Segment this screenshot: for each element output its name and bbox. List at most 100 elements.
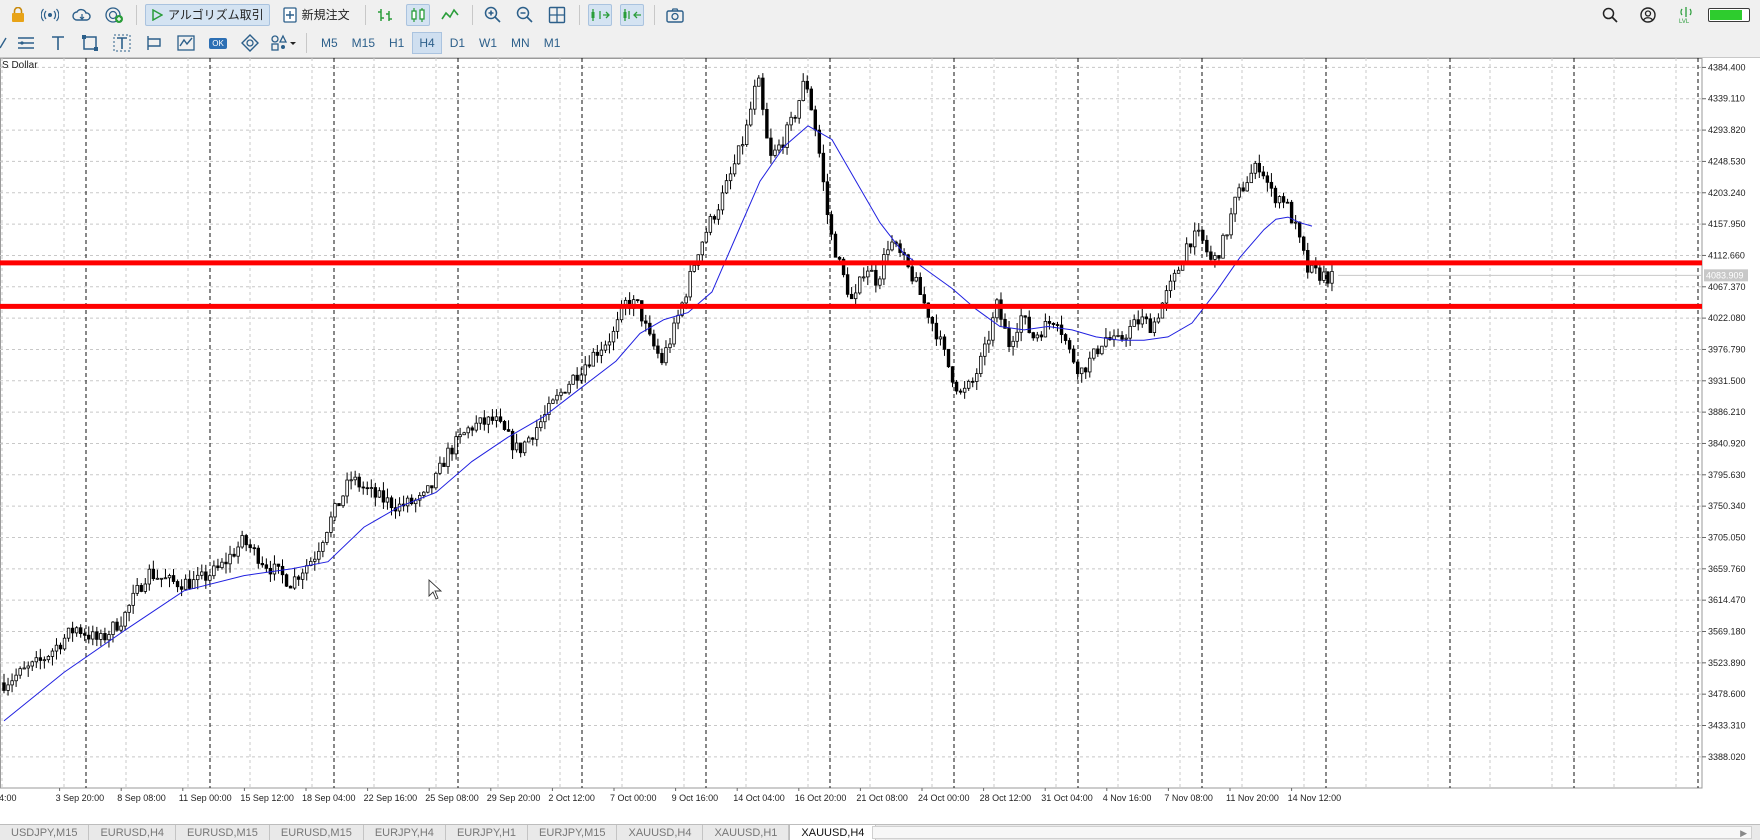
timeframe-mn[interactable]: MN	[511, 36, 530, 50]
text-tool-icon[interactable]	[46, 32, 70, 54]
tile-windows-icon[interactable]	[545, 4, 569, 26]
candle-body	[1249, 172, 1253, 184]
trendline-tool-icon[interactable]	[0, 32, 8, 54]
chart-tab[interactable]: EURJPY,H4	[364, 825, 446, 840]
candle-body	[603, 344, 608, 351]
chart-tab[interactable]: XAUUSD,H4	[617, 825, 704, 840]
candle-body	[107, 634, 111, 641]
zoom-out-icon[interactable]	[513, 4, 537, 26]
candle-body	[498, 416, 503, 422]
shapes-menu-icon[interactable]	[270, 32, 296, 54]
timeframe-h1[interactable]: H1	[389, 36, 405, 50]
candle-body	[46, 656, 51, 661]
candle-body	[551, 399, 555, 404]
bar-chart-icon[interactable]	[374, 4, 398, 26]
chart-tab-active[interactable]: XAUUSD,H4	[789, 825, 877, 840]
chart-tab[interactable]: EURUSD,H4	[89, 825, 177, 840]
candle-body	[365, 487, 369, 490]
timeframe-h4[interactable]: H4	[412, 32, 442, 54]
candle-body	[1124, 337, 1128, 340]
candle-body	[494, 416, 499, 421]
scroll-right-icon[interactable]: ▶	[1740, 828, 1747, 838]
candle-body	[700, 241, 704, 256]
candle-body	[256, 547, 260, 564]
candle-body	[966, 380, 971, 389]
candle-body	[119, 625, 123, 631]
lock-icon[interactable]	[6, 4, 30, 26]
candle-body	[54, 644, 59, 652]
chart-tab[interactable]: EURJPY,H1	[446, 825, 529, 840]
candle-body	[216, 565, 220, 569]
candle-body	[470, 427, 474, 431]
candle-body	[1201, 229, 1205, 241]
candle-body	[886, 249, 890, 255]
candle-body	[829, 214, 834, 235]
algo-trading-button[interactable]: アルゴリズム取引	[145, 3, 270, 26]
svg-text:LVL: LVL	[1679, 19, 1690, 24]
candle-body	[789, 116, 793, 126]
candle-body	[583, 364, 587, 376]
indicators-icon[interactable]	[174, 32, 198, 54]
candle-body	[991, 317, 995, 341]
candle-body	[1023, 315, 1027, 318]
chart-window[interactable]: 4384.400 4339.110 4293.820 4248.530 4203.240…	[0, 58, 1760, 806]
horizontal-scrollbar[interactable]: ▶	[872, 826, 1752, 839]
timeframe-m5[interactable]: M5	[321, 36, 338, 50]
timeframe-m1[interactable]: M1	[543, 36, 561, 50]
rectangle-tool-icon[interactable]	[78, 32, 102, 54]
chart-symbol-title: S Dollar	[2, 60, 38, 71]
objects-tool-icon[interactable]	[238, 32, 262, 54]
current-price-marker	[1704, 269, 1748, 282]
cloud-icon[interactable]	[70, 4, 94, 26]
zoom-in-icon[interactable]	[481, 4, 505, 26]
chart-shift-icon[interactable]	[619, 3, 644, 26]
candle-body	[1051, 322, 1056, 325]
time-tick-label: 18 Sep 04:00	[302, 793, 356, 803]
toolbar-separator	[136, 4, 137, 25]
radar-icon[interactable]	[102, 4, 126, 26]
chart-tab[interactable]: EURUSD,M15	[270, 825, 364, 840]
candle-body	[1253, 162, 1257, 174]
candle-body	[607, 341, 612, 346]
price-chart[interactable]: 4384.400 4339.110 4293.820 4248.530 4203.240…	[0, 58, 1760, 806]
account-icon[interactable]	[1636, 4, 1660, 26]
timeframe-group: M5 M15 H1 H4 D1 W1 MN M1	[315, 32, 568, 54]
horizontal-lines[interactable]	[0, 260, 1702, 309]
price-label-tool-icon[interactable]	[142, 32, 166, 54]
candle-body	[474, 422, 478, 431]
candle-body	[744, 124, 749, 145]
timeframe-d1[interactable]: D1	[449, 36, 466, 50]
screenshot-icon[interactable]	[663, 4, 687, 26]
chart-tab[interactable]: XAUUSD,H1	[703, 825, 790, 840]
signal-icon[interactable]	[38, 4, 62, 26]
search-icon[interactable]	[1598, 4, 1622, 26]
new-order-button[interactable]: 新規注文	[278, 4, 355, 26]
time-axis[interactable]: 04:00 3 Sep 20:00 8 Sep 08:00 11 Sep 00:00 1…	[0, 788, 1341, 803]
candle-body	[361, 486, 365, 489]
auto-scroll-icon[interactable]	[587, 3, 612, 26]
candle-body	[728, 173, 733, 182]
candle-body	[163, 577, 168, 580]
candle-body	[587, 364, 591, 367]
candle-body	[1144, 316, 1148, 320]
candlestick-chart-icon[interactable]	[405, 3, 430, 26]
candle-body	[1088, 357, 1092, 373]
candle-body	[765, 108, 769, 139]
ok-button[interactable]: OK	[206, 32, 230, 54]
candle-body	[514, 442, 519, 451]
candle-body	[1269, 181, 1274, 189]
timeframe-m15[interactable]: M15	[351, 36, 376, 50]
horizontal-lines-tool-icon[interactable]	[14, 32, 38, 54]
ok-badge: OK	[209, 37, 227, 49]
price-axis[interactable]: 4384.400 4339.110 4293.820 4248.530 4203.240…	[1702, 62, 1746, 762]
line-chart-icon[interactable]	[438, 4, 462, 26]
candle-body	[1140, 316, 1144, 325]
text-label-tool-icon[interactable]	[110, 32, 134, 54]
candle-body	[1156, 317, 1161, 323]
price-tick-label: 3840.920	[1708, 438, 1746, 448]
chart-tab[interactable]: USDJPY,M15	[0, 825, 90, 840]
timeframe-w1[interactable]: W1	[479, 36, 498, 50]
chart-tab[interactable]: EURJPY,M15	[528, 825, 618, 840]
candle-body	[1104, 337, 1108, 347]
chart-tab[interactable]: EURUSD,M15	[176, 825, 270, 840]
